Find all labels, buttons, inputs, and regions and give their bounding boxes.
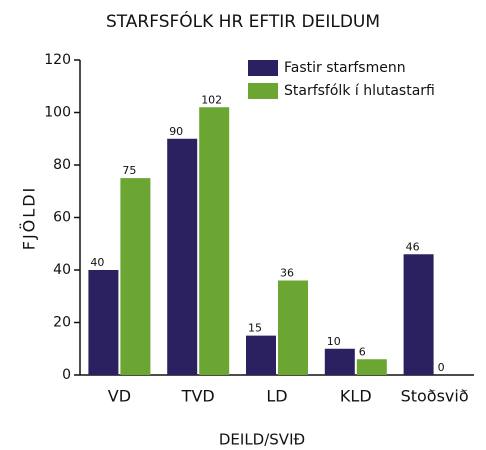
- x-tick-label: VD: [108, 387, 131, 406]
- x-tick-label: TVD: [181, 387, 215, 406]
- bar: [324, 348, 355, 375]
- legend-label: Starfsfólk í hlutastarfi: [284, 83, 435, 99]
- data-label: 10: [327, 335, 341, 348]
- data-label: 102: [201, 93, 222, 106]
- y-tick-label: 20: [53, 315, 71, 331]
- legend-swatch: [248, 60, 278, 76]
- bar: [278, 280, 308, 375]
- x-tick-label: LD: [266, 387, 287, 406]
- legend-swatch: [248, 83, 278, 99]
- y-tick-label: 80: [53, 157, 71, 173]
- bar: [356, 359, 387, 375]
- data-label: 0: [438, 361, 445, 374]
- bar: [246, 335, 276, 375]
- data-label: 46: [406, 240, 420, 253]
- x-tick-label: Stoðsvið: [401, 387, 469, 406]
- legend-label: Fastir starfsmenn: [284, 60, 406, 76]
- y-tick-label: 0: [62, 367, 71, 383]
- bar: [88, 270, 119, 375]
- data-label: 15: [248, 322, 262, 335]
- y-tick-label: 60: [53, 210, 71, 226]
- bar: [199, 107, 230, 375]
- y-tick-label: 40: [53, 262, 71, 278]
- y-axis-label: FJÖLDI: [20, 186, 39, 250]
- chart-title: STARFSFÓLK HR EFTIR DEILDUM: [106, 10, 380, 32]
- bar: [120, 178, 151, 375]
- bar: [167, 138, 198, 375]
- data-label: 75: [122, 164, 136, 177]
- data-label: 36: [280, 267, 294, 280]
- y-tick-label: 120: [44, 52, 71, 68]
- y-tick-label: 100: [44, 105, 71, 121]
- data-label: 6: [359, 345, 366, 358]
- x-tick-label: KLD: [340, 387, 372, 406]
- x-axis-label: DEILD/SVIÐ: [219, 431, 305, 449]
- data-label: 40: [90, 256, 104, 269]
- bar: [403, 254, 434, 375]
- data-label: 90: [169, 125, 183, 138]
